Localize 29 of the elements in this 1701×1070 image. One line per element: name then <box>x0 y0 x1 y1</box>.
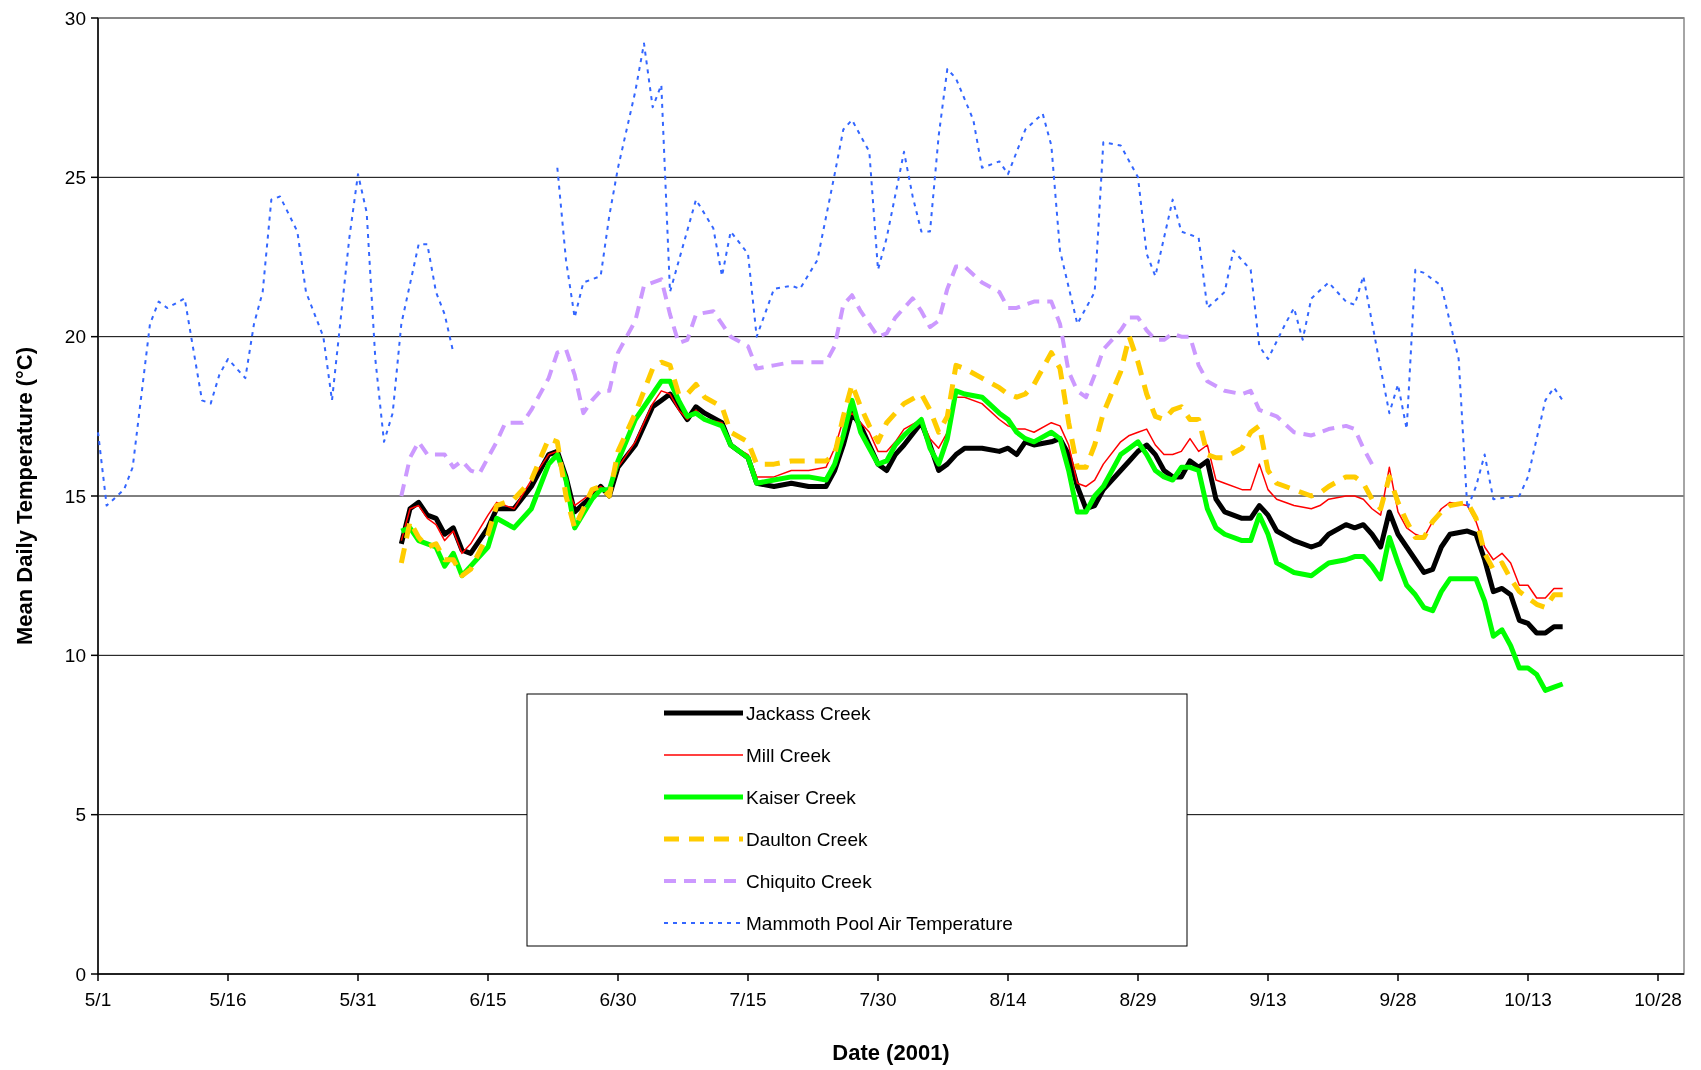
legend-label: Jackass Creek <box>746 702 872 724</box>
x-tick-label: 10/13 <box>1504 989 1552 1010</box>
x-tick-label: 5/31 <box>339 989 377 1010</box>
y-tick-label: 20 <box>64 326 86 348</box>
legend-label: Mammoth Pool Air Temperature <box>746 912 1013 934</box>
x-tick-label: 8/29 <box>1119 989 1157 1010</box>
x-axis-title: Date (2001) <box>832 1040 950 1065</box>
y-axis-title: Mean Daily Temperature (°C) <box>12 346 37 646</box>
x-tick-label: 9/28 <box>1379 989 1417 1010</box>
x-tick-label: 8/14 <box>989 989 1027 1010</box>
x-tick-label: 9/13 <box>1249 989 1287 1010</box>
legend-label: Mill Creek <box>746 744 831 766</box>
y-tick-label: 10 <box>64 644 86 666</box>
x-tick-label: 7/30 <box>859 989 897 1010</box>
x-tick-label: 7/15 <box>729 989 767 1010</box>
y-tick-label: 25 <box>64 166 86 188</box>
x-tick-label: 10/28 <box>1634 989 1682 1010</box>
legend-label: Daulton Creek <box>746 828 868 850</box>
y-tick-label: 0 <box>75 963 86 985</box>
x-tick-label: 5/16 <box>209 989 247 1010</box>
y-tick-label: 30 <box>64 7 86 29</box>
x-tick-label: 5/1 <box>84 989 112 1010</box>
legend-label: Chiquito Creek <box>746 870 873 892</box>
y-tick-label: 5 <box>75 804 86 826</box>
line-series <box>399 264 1374 498</box>
legend-label: Kaiser Creek <box>746 786 857 808</box>
x-tick-label: 6/15 <box>469 989 507 1010</box>
y-tick-label: 15 <box>64 485 86 507</box>
x-tick-label: 6/30 <box>599 989 637 1010</box>
